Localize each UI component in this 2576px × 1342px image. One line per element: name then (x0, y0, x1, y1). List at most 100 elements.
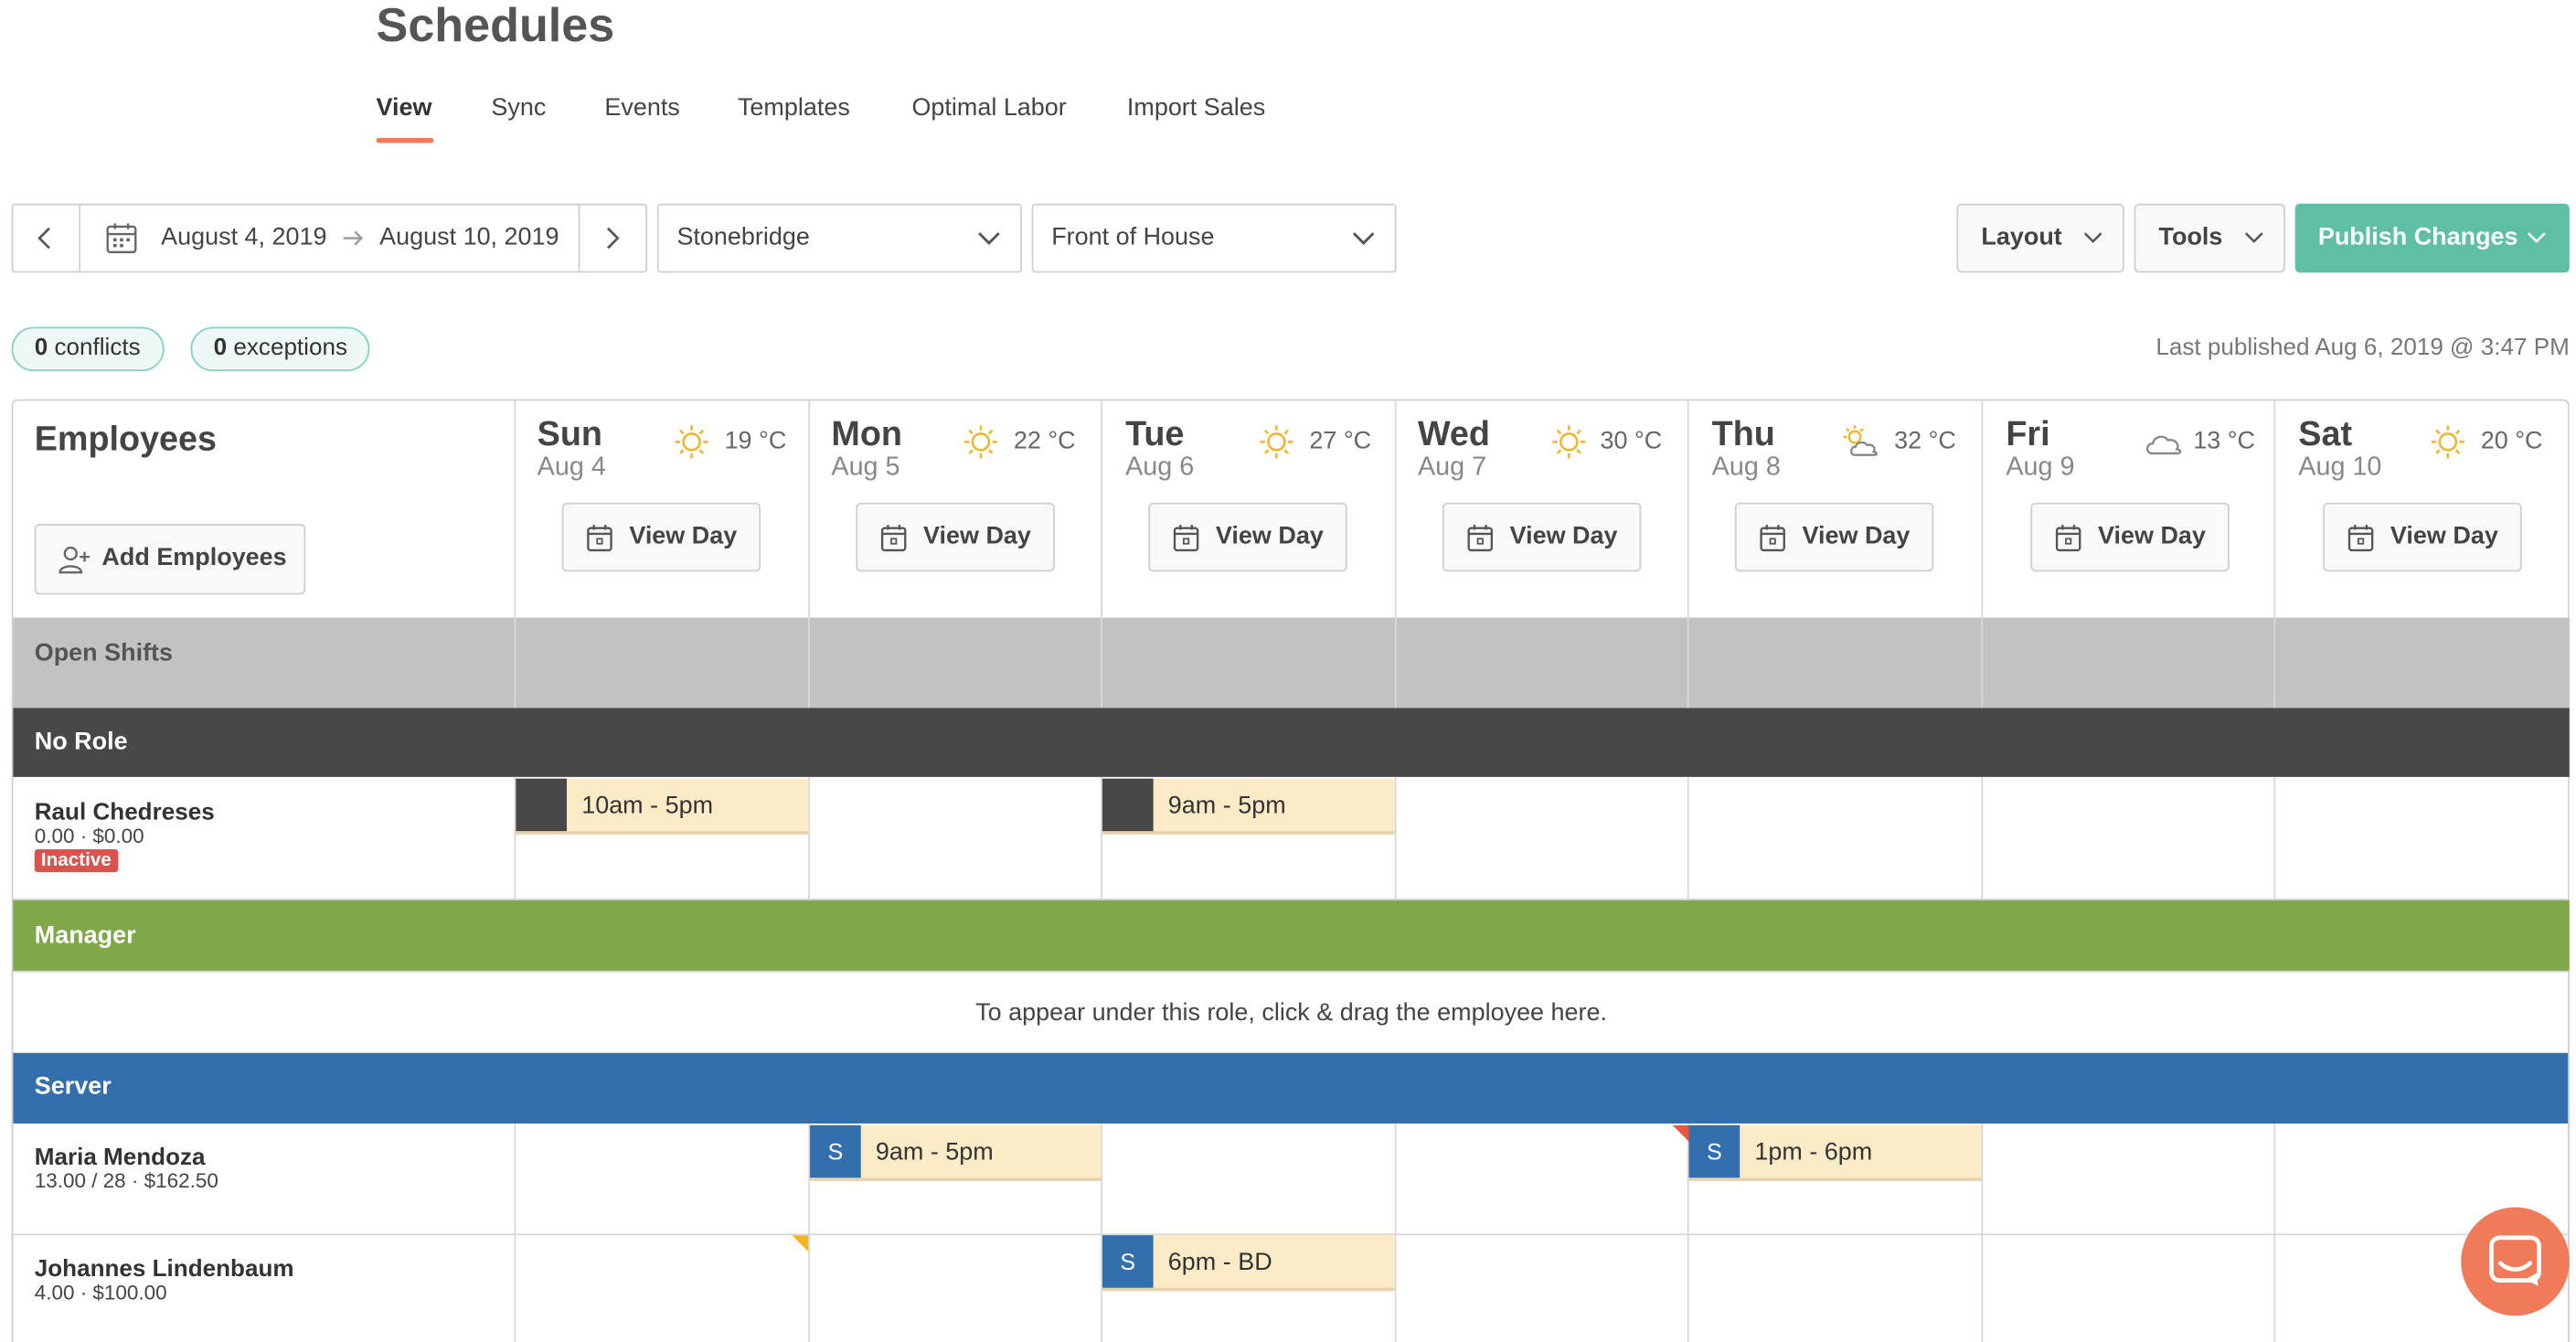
view-day-button[interactable]: View Day (561, 502, 761, 572)
day-date: Aug 8 (1711, 453, 1781, 482)
chevron-left-icon (37, 227, 50, 250)
manager-band (13, 900, 2570, 971)
chevron-down-icon (1352, 232, 1375, 245)
calendar-icon (2055, 525, 2081, 552)
view-day-label: View Day (629, 522, 738, 550)
shift-block[interactable]: S 9am - 5pm (810, 1124, 1102, 1181)
view-day-button[interactable]: View Day (1734, 502, 1934, 572)
date-end[interactable]: August 10, 2019 (379, 223, 559, 251)
day-temperature: 22 °C (1013, 427, 1076, 455)
availability-flag-icon (792, 1235, 809, 1252)
sun-icon (675, 425, 708, 459)
tab-import-sales[interactable]: Import Sales (1126, 93, 1266, 122)
day-date: Aug 4 (537, 453, 606, 482)
conflicts-label: conflicts (54, 335, 141, 362)
layout-button[interactable]: Layout (1956, 203, 2124, 273)
day-name: Thu (1711, 415, 1775, 453)
day-date: Aug 7 (1417, 453, 1487, 482)
divider (578, 205, 580, 272)
divider (2568, 970, 2570, 1342)
calendar-icon (1173, 525, 1199, 552)
tab-templates[interactable]: Templates (737, 93, 850, 122)
employee-name[interactable]: Maria Mendoza (34, 1145, 206, 1172)
view-day-label: View Day (1215, 522, 1324, 550)
shift-block[interactable]: 10am - 5pm (516, 778, 809, 835)
department-select[interactable]: Front of House (1031, 203, 1397, 273)
tab-optimal-labor[interactable]: Optimal Labor (911, 93, 1067, 122)
tab-view[interactable]: View (376, 93, 432, 122)
sun-icon (963, 425, 997, 459)
day-date: Aug 5 (831, 453, 900, 482)
role-tag: S (810, 1124, 861, 1178)
divider (1687, 776, 1689, 900)
shift-block[interactable]: 9am - 5pm (1102, 778, 1395, 835)
view-day-button[interactable]: View Day (1442, 502, 1642, 572)
divider (1101, 776, 1102, 900)
divider (1394, 399, 1397, 708)
date-start[interactable]: August 4, 2019 (161, 223, 327, 251)
chevron-down-icon (978, 232, 1000, 245)
day-temperature: 32 °C (1894, 427, 1956, 455)
role-tag: S (1102, 1235, 1154, 1288)
employee-name[interactable]: Raul Chedreses (34, 800, 215, 826)
divider (2273, 1124, 2276, 1342)
shift-time: 10am - 5pm (581, 792, 714, 820)
previous-week-button[interactable] (13, 206, 79, 272)
location-select[interactable]: Stonebridge (656, 203, 1022, 273)
employee-hours-cost: 13.00 / 28 · $162.50 (34, 1169, 218, 1193)
divider (1687, 1124, 1689, 1342)
view-day-button[interactable]: View Day (2030, 502, 2230, 572)
manager-drop-hint: To appear under this role, click & drag … (975, 998, 1607, 1027)
employee-name[interactable]: Johannes Lindenbaum (34, 1256, 294, 1283)
view-day-button[interactable]: View Day (2323, 502, 2522, 572)
divider (1981, 776, 1984, 900)
shift-block[interactable]: S 1pm - 6pm (1688, 1124, 1982, 1181)
day-temperature: 20 °C (2480, 427, 2543, 455)
divider (514, 399, 516, 708)
conflict-flag-icon (1672, 1124, 1689, 1142)
day-name: Tue (1125, 415, 1185, 453)
day-date: Aug 10 (2298, 453, 2382, 482)
employee-hours-cost: 4.00 · $100.00 (34, 1281, 167, 1305)
divider (1687, 399, 1689, 708)
publish-changes-button[interactable]: Publish Changes (2294, 203, 2570, 273)
divider (1101, 1124, 1102, 1342)
view-day-label: View Day (923, 522, 1031, 550)
day-name: Sun (537, 415, 602, 453)
divider (1981, 1124, 1984, 1342)
shift-time: 1pm - 6pm (1754, 1138, 1873, 1166)
shift-time: 9am - 5pm (875, 1138, 994, 1166)
view-day-label: View Day (1802, 522, 1911, 550)
calendar-icon (880, 525, 907, 552)
conflicts-badge[interactable]: 0 conflicts (11, 326, 164, 372)
divider (808, 399, 811, 708)
day-name: Mon (831, 415, 902, 453)
day-temperature: 30 °C (1600, 427, 1663, 455)
server-label: Server (34, 1072, 112, 1101)
divider (1394, 1124, 1397, 1342)
divider (514, 776, 516, 900)
divider (13, 898, 2570, 900)
divider (808, 1124, 811, 1342)
divider (514, 1124, 516, 1342)
add-employees-button[interactable]: Add Employees (34, 524, 306, 595)
tab-sync[interactable]: Sync (491, 93, 547, 122)
tab-events[interactable]: Events (604, 93, 680, 122)
day-temperature: 13 °C (2193, 427, 2255, 455)
employees-header: Employees (34, 420, 218, 459)
view-day-button[interactable]: View Day (856, 502, 1055, 572)
arrow-right-icon (343, 230, 364, 246)
role-tag: S (1688, 1124, 1740, 1178)
partly-cloudy-icon (1843, 425, 1878, 456)
calendar-icon (2347, 525, 2374, 552)
no-role-band (13, 708, 2570, 777)
chat-launcher-button[interactable] (2461, 1207, 2570, 1316)
open-shifts-row[interactable] (13, 617, 2570, 708)
add-user-icon (59, 546, 90, 574)
shift-block[interactable]: S 6pm - BD (1102, 1235, 1395, 1292)
next-week-button[interactable] (580, 206, 645, 272)
view-day-button[interactable]: View Day (1148, 502, 1347, 572)
exceptions-badge[interactable]: 0 exceptions (190, 326, 371, 372)
tools-button[interactable]: Tools (2134, 203, 2285, 273)
calendar-icon (1467, 525, 1494, 552)
